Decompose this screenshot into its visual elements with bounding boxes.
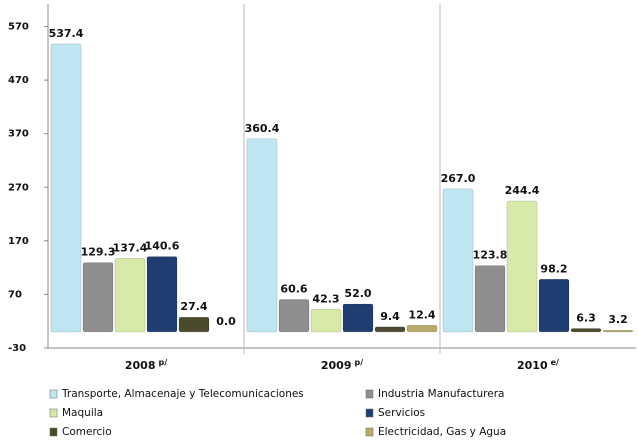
category-note: p/ (158, 358, 167, 367)
bar (374, 326, 406, 333)
bar (278, 299, 310, 333)
legend-swatch (49, 408, 58, 418)
bar (506, 200, 538, 333)
bar (310, 309, 342, 333)
legend-label: Comercio (62, 426, 112, 437)
value-label: 6.3 (576, 312, 596, 325)
category-note: p/ (354, 358, 363, 367)
bar (602, 329, 634, 333)
y-tick-label: 370 (8, 129, 29, 140)
value-label: 52.0 (344, 287, 371, 300)
bar (114, 258, 146, 333)
category: 2009 (321, 359, 352, 372)
legend-swatch (49, 427, 58, 437)
value-label: 60.6 (280, 282, 307, 295)
value-label: 360.4 (245, 122, 280, 135)
bar (442, 188, 474, 333)
x-tick-label: 2008 p/ (125, 358, 167, 373)
legend-swatch (365, 427, 374, 437)
value-label: 129.3 (81, 246, 116, 259)
y-tick-label: 570 (8, 22, 29, 33)
bar (246, 138, 278, 333)
bar (82, 262, 114, 333)
legend-label: Servicios (378, 407, 425, 419)
value-label: 537.4 (49, 27, 84, 40)
bar (342, 303, 374, 333)
x-tick-label: 2009 p/ (321, 358, 363, 373)
legend-swatch (49, 389, 58, 399)
category: 2008 (125, 359, 156, 372)
bar (538, 279, 570, 333)
value-label: 98.2 (540, 262, 567, 275)
legend-swatch (365, 408, 374, 418)
bar (178, 316, 210, 333)
legend-label: Transporte, Almacenaje y Telecomunicacio… (61, 388, 304, 400)
bar (50, 43, 82, 333)
value-label: 3.2 (608, 313, 628, 326)
category: 2010 (517, 359, 548, 372)
value-label: 137.4 (113, 241, 148, 254)
value-label: 12.4 (408, 308, 435, 321)
y-tick-label: 470 (8, 75, 29, 86)
value-label: 0.0 (216, 315, 236, 328)
y-tick-label: -30 (8, 343, 26, 354)
bar (146, 256, 178, 333)
value-label: 123.8 (473, 249, 508, 262)
value-label: 267.0 (441, 172, 476, 185)
legend-label: Industria Manufacturera (378, 388, 504, 400)
legend-label: Maquila (62, 407, 103, 419)
bar (474, 265, 506, 333)
y-tick-label: 170 (8, 236, 29, 247)
value-label: 140.6 (145, 240, 180, 253)
bar (406, 325, 438, 333)
y-tick-label: 70 (8, 289, 22, 300)
category-note: e/ (551, 358, 559, 367)
legend-swatch (365, 389, 374, 399)
legend-label: Electricidad, Gas y Agua (378, 426, 506, 437)
y-tick-label: 270 (8, 182, 29, 193)
value-label: 9.4 (380, 310, 400, 323)
bar (570, 328, 602, 333)
x-tick-label: 2010 e/ (517, 358, 559, 373)
value-label: 27.4 (180, 300, 207, 313)
value-label: 244.4 (505, 184, 540, 197)
value-label: 42.3 (312, 292, 339, 305)
